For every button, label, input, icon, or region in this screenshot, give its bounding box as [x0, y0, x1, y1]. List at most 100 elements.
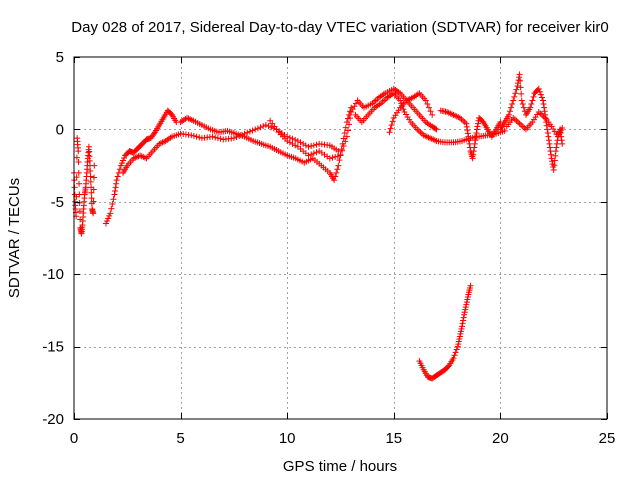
data-point	[425, 104, 432, 111]
axis-ticks: 0 5 10 15 20 25 5 0 -5 -10 -15 -20	[42, 49, 615, 447]
data-point	[453, 346, 460, 353]
data-point	[461, 311, 468, 318]
data-point	[545, 137, 552, 144]
data-point	[352, 100, 359, 107]
data-point	[432, 125, 439, 132]
data-point	[422, 97, 429, 104]
data-point	[530, 93, 537, 100]
data-point	[540, 97, 547, 104]
data-points	[71, 71, 566, 382]
data-point	[262, 122, 269, 129]
data-point	[88, 189, 95, 196]
data-point	[458, 325, 465, 332]
data-point	[286, 139, 293, 146]
data-point	[514, 119, 521, 126]
data-point	[548, 151, 555, 158]
data-point	[553, 140, 560, 147]
data-point	[329, 154, 336, 161]
data-point	[342, 138, 349, 145]
data-point	[120, 157, 127, 164]
data-point	[516, 71, 523, 78]
y-tick-label: -5	[51, 194, 64, 211]
data-point	[265, 123, 272, 130]
data-point	[190, 132, 197, 139]
data-point	[305, 143, 312, 150]
y-tick-label: -10	[42, 266, 64, 283]
data-point	[111, 191, 118, 198]
data-point	[417, 129, 424, 136]
data-point	[514, 82, 521, 89]
data-point	[553, 144, 560, 151]
data-point	[529, 97, 536, 104]
data-point	[450, 355, 457, 362]
data-point	[501, 127, 508, 134]
data-point	[305, 152, 312, 159]
data-point	[510, 97, 517, 104]
data-point	[112, 187, 119, 194]
data-point	[508, 104, 515, 111]
data-point	[193, 133, 200, 140]
y-tick-label: -15	[42, 339, 64, 356]
data-point	[538, 111, 545, 118]
y-tick-label: 5	[56, 49, 64, 66]
data-point	[313, 141, 320, 148]
data-point	[310, 150, 317, 157]
data-point	[249, 127, 256, 134]
data-point	[547, 148, 554, 155]
data-point	[217, 135, 224, 142]
x-tick-label: 0	[70, 430, 78, 447]
data-point	[252, 126, 259, 133]
data-point	[470, 148, 477, 155]
data-point	[332, 173, 339, 180]
data-point	[209, 133, 216, 140]
x-tick-label: 25	[599, 430, 616, 447]
data-point	[292, 136, 299, 143]
data-point	[541, 104, 548, 111]
data-point	[550, 166, 557, 173]
y-tick-label: 0	[56, 121, 64, 138]
chart-title: Day 028 of 2017, Sidereal Day-to-day VTE…	[71, 19, 608, 36]
data-point	[460, 317, 467, 324]
data-point	[389, 118, 396, 125]
y-tick-label: -20	[42, 411, 64, 428]
data-point	[519, 123, 526, 130]
data-point	[546, 144, 553, 151]
data-point	[471, 140, 478, 147]
data-point	[71, 184, 78, 191]
data-point	[75, 148, 82, 155]
data-point	[297, 139, 304, 146]
data-point	[346, 121, 353, 128]
data-point	[456, 335, 463, 342]
data-point	[91, 162, 98, 169]
data-point	[344, 127, 351, 134]
data-point	[90, 198, 97, 205]
data-point	[429, 111, 436, 118]
data-point	[112, 184, 119, 191]
data-point	[75, 158, 82, 165]
data-point	[76, 191, 83, 198]
data-point	[300, 140, 307, 147]
data-point	[244, 129, 251, 136]
data-point	[289, 135, 296, 142]
data-point	[462, 306, 469, 313]
data-point	[334, 153, 341, 160]
data-point	[427, 108, 434, 115]
data-point	[461, 309, 468, 316]
data-point	[336, 157, 343, 164]
data-point	[509, 101, 516, 108]
data-point	[73, 154, 80, 161]
data-point	[104, 217, 111, 224]
data-point	[302, 142, 309, 149]
data-point	[463, 301, 470, 308]
data-point	[559, 124, 566, 131]
data-point	[544, 126, 551, 133]
data-point	[118, 160, 125, 167]
data-point	[196, 134, 203, 141]
data-point	[246, 128, 253, 135]
data-point	[548, 155, 555, 162]
data-point	[518, 122, 525, 129]
data-point	[464, 130, 471, 137]
data-point	[459, 320, 466, 327]
data-point	[559, 140, 566, 147]
data-point	[133, 153, 140, 160]
